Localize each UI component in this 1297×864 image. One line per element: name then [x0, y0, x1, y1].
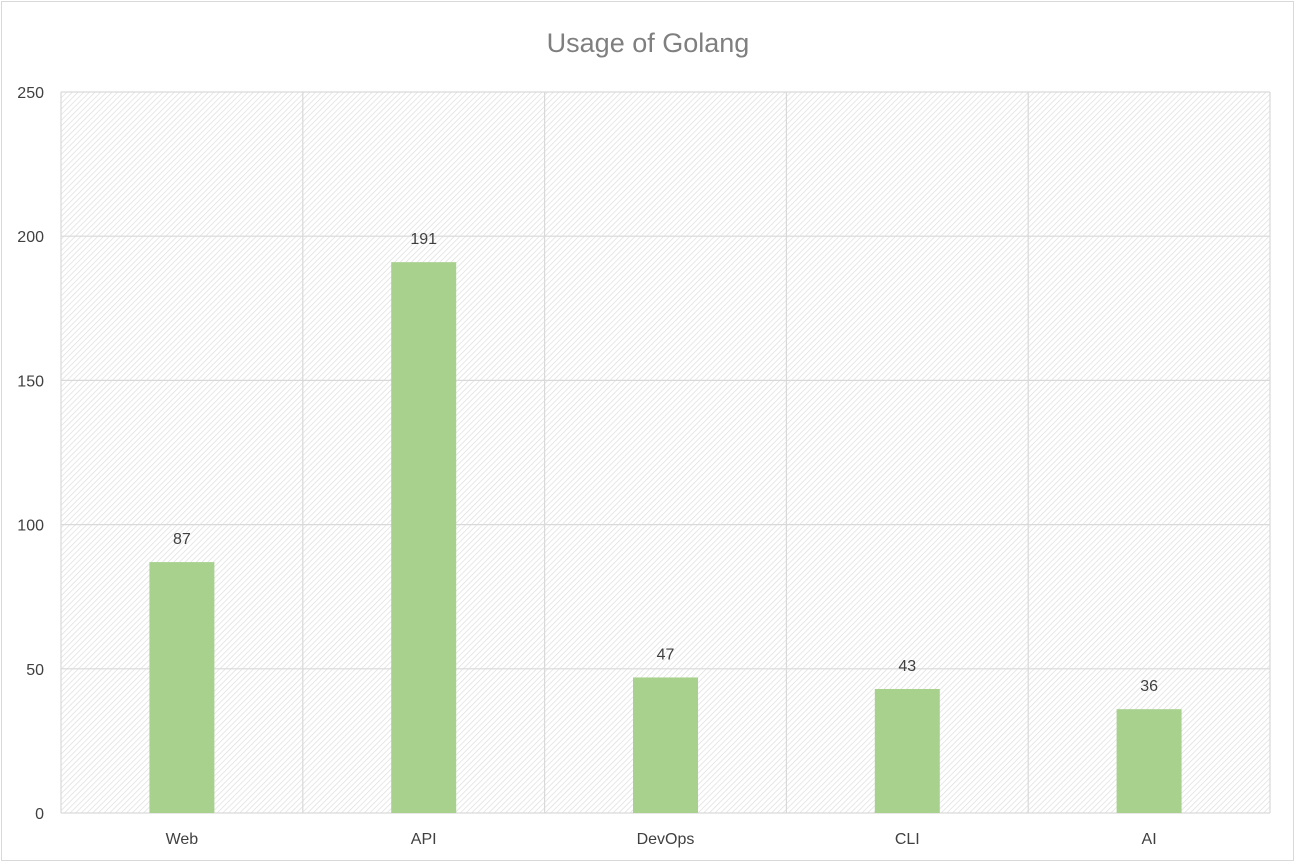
gridlines	[60, 91, 1271, 814]
data-label-ai: 36	[1140, 678, 1158, 695]
y-tick-label: 200	[17, 229, 44, 246]
bar-devops	[633, 677, 698, 813]
x-axis-ticks: Web API DevOps CLI AI	[166, 831, 1157, 848]
data-labels: 87 191 47 43 36	[173, 231, 1158, 695]
bar-cli	[874, 688, 940, 813]
chart-title: Usage of Golang	[547, 28, 750, 58]
data-label-api: 191	[410, 231, 437, 248]
bar-ai	[1116, 709, 1182, 813]
bar-web	[149, 562, 215, 813]
y-tick-label: 100	[17, 518, 44, 535]
y-tick-label: 0	[35, 806, 44, 823]
x-tick-label-ai: AI	[1142, 831, 1157, 848]
x-tick-label-api: API	[411, 831, 437, 848]
bar-api	[391, 262, 457, 813]
x-tick-label-cli: CLI	[895, 831, 920, 848]
y-tick-label: 250	[17, 85, 44, 102]
bars	[149, 262, 1182, 813]
y-axis-ticks: 0 50 100 150 200 250	[17, 85, 44, 823]
data-label-cli: 43	[898, 658, 916, 675]
data-label-devops: 47	[657, 646, 675, 663]
x-tick-label-devops: DevOps	[637, 831, 695, 848]
data-label-web: 87	[173, 531, 191, 548]
y-tick-label: 50	[26, 662, 44, 679]
y-tick-label: 150	[17, 373, 44, 390]
x-tick-label-web: Web	[166, 831, 199, 848]
